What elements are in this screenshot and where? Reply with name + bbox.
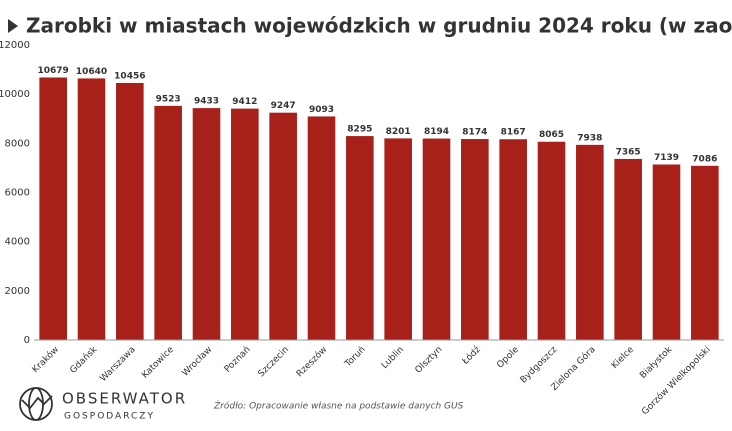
bar <box>499 139 527 340</box>
x-tick-label: Opole <box>495 344 521 370</box>
value-label: 9412 <box>232 97 257 107</box>
bar <box>614 158 642 340</box>
x-tick-label: Olsztyn <box>414 345 445 376</box>
source: Źródło: Opracowanie własne na podstawie … <box>213 400 464 412</box>
value-label: 9523 <box>156 94 181 104</box>
value-label: 9093 <box>309 105 334 115</box>
y-tick-label: 0 <box>24 335 30 346</box>
x-tick-label: Lublin <box>380 345 406 371</box>
x-tick-label: Kielce <box>610 344 636 370</box>
y-tick-label: 10000 <box>0 89 30 100</box>
value-label: 10456 <box>114 71 145 81</box>
x-tick-label: Kraków <box>30 344 61 375</box>
x-tick-label: Katowice <box>140 344 176 380</box>
bar <box>307 116 336 341</box>
title-marker <box>8 19 18 33</box>
bar <box>192 108 221 341</box>
value-label: 10640 <box>76 67 107 77</box>
x-tick-label: Gorzów Wielkopolski <box>640 344 713 417</box>
x-tick-label: Rzeszów <box>294 344 329 379</box>
value-label: 7938 <box>577 133 602 143</box>
value-label: 9433 <box>194 97 219 107</box>
logo-icon <box>19 387 53 421</box>
bar <box>269 112 297 340</box>
value-label: 7365 <box>616 147 641 157</box>
bar <box>691 165 719 340</box>
bar <box>77 78 106 340</box>
value-label: 8065 <box>539 130 564 140</box>
value-label: 8174 <box>462 128 487 138</box>
x-tick-label: Bydgoszcz <box>519 345 560 386</box>
x-tick-label: Białystok <box>638 344 675 381</box>
value-label: 7086 <box>692 154 717 164</box>
y-tick-label: 4000 <box>5 237 30 248</box>
x-tick-label: Poznań <box>223 345 253 375</box>
x-tick-label: Gdańsk <box>68 344 100 376</box>
x-tick-label: Wrocław <box>181 345 215 379</box>
bar <box>576 144 604 340</box>
y-tick-label: 12000 <box>0 40 30 51</box>
x-tick-label: Łódź <box>459 344 483 368</box>
bar <box>39 77 67 341</box>
x-tick-label: Szczecin <box>257 345 292 380</box>
x-tick-label: Warszawa <box>99 345 138 384</box>
logo-name: OBSERWATOR <box>62 390 187 408</box>
y-tick-label: 6000 <box>5 188 30 199</box>
bar <box>422 138 451 340</box>
value-label: 8167 <box>501 128 526 138</box>
value-label: 8194 <box>424 127 449 137</box>
chart-title: Zarobki w miastach wojewódzkich w grudni… <box>26 14 732 38</box>
value-label: 7139 <box>654 153 679 163</box>
bar <box>154 105 182 340</box>
bar <box>116 82 144 340</box>
y-tick-label: 2000 <box>5 286 30 297</box>
logo-tagline: GOSPODARCZY <box>64 412 155 422</box>
y-tick-label: 8000 <box>5 138 30 149</box>
value-label: 9247 <box>271 101 296 111</box>
bar <box>652 164 681 340</box>
bar <box>346 136 374 340</box>
bar <box>537 141 566 340</box>
value-label: 10679 <box>38 66 69 76</box>
bar <box>231 108 259 340</box>
value-label: 8295 <box>347 125 372 135</box>
bar <box>461 139 489 340</box>
value-label: 8201 <box>386 127 411 137</box>
bar <box>384 138 412 340</box>
x-tick-label: Toruń <box>343 345 368 370</box>
